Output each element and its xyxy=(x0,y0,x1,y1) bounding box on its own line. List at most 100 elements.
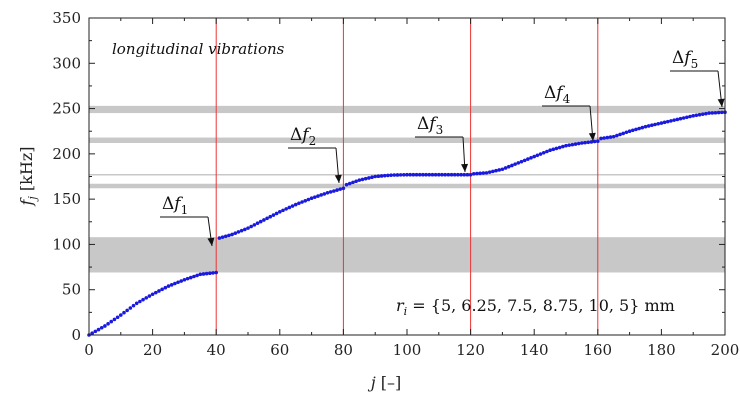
data-point xyxy=(325,191,330,195)
data-point xyxy=(561,144,565,149)
data-point xyxy=(465,172,470,177)
data-point xyxy=(297,201,301,206)
data-point xyxy=(182,277,187,282)
data-point xyxy=(481,171,486,175)
data-point xyxy=(363,176,368,181)
data-point xyxy=(147,294,152,298)
data-point xyxy=(526,157,530,161)
data-point xyxy=(580,141,584,145)
data-point xyxy=(487,170,492,174)
data-point xyxy=(471,171,476,176)
data-point xyxy=(545,149,549,154)
data-point xyxy=(112,317,117,322)
data-point xyxy=(700,112,705,116)
data-point xyxy=(615,133,619,138)
data-point xyxy=(354,179,358,184)
data-point xyxy=(243,227,247,232)
x-tick-label: 140 xyxy=(520,341,549,359)
data-point xyxy=(688,114,692,119)
data-point xyxy=(497,168,502,172)
data-point xyxy=(427,172,432,177)
data-point xyxy=(93,329,98,334)
data-point xyxy=(653,122,657,127)
data-point xyxy=(157,289,161,293)
data-point xyxy=(99,325,104,330)
data-point xyxy=(548,148,552,153)
data-point xyxy=(538,152,543,156)
data-point xyxy=(281,208,285,213)
data-point xyxy=(195,273,199,278)
data-point xyxy=(621,131,626,136)
data-point xyxy=(173,281,177,286)
data-point xyxy=(227,233,231,238)
y-tick-label: 100 xyxy=(52,235,81,253)
x-tick-label: 80 xyxy=(334,341,353,359)
data-point xyxy=(389,173,393,177)
data-point xyxy=(570,142,575,147)
data-point xyxy=(500,167,505,172)
data-point xyxy=(640,125,645,130)
data-point xyxy=(691,114,695,118)
data-point xyxy=(468,172,473,177)
data-point xyxy=(414,172,419,177)
data-point xyxy=(319,193,323,197)
y-tick-label: 300 xyxy=(52,54,81,72)
data-point xyxy=(96,327,101,332)
data-point xyxy=(675,117,680,122)
data-point xyxy=(239,228,244,233)
data-point xyxy=(398,173,403,177)
data-point xyxy=(484,171,489,175)
annotation-delta-f-1: Δf1 xyxy=(160,194,215,247)
data-point xyxy=(344,182,349,187)
x-tick-label: 200 xyxy=(711,341,740,359)
data-point xyxy=(494,168,498,173)
data-point xyxy=(208,271,212,276)
svg-text:fj [kHz]: fj [kHz] xyxy=(17,147,39,207)
data-point xyxy=(211,271,215,275)
data-point xyxy=(335,188,339,192)
data-point xyxy=(446,172,451,177)
x-tick-label: 160 xyxy=(583,341,612,359)
data-point xyxy=(252,223,257,227)
annotation-delta-f-2: Δf2 xyxy=(288,125,342,184)
data-point xyxy=(519,159,524,164)
x-tick-label: 40 xyxy=(207,341,226,359)
y-tick-label: 250 xyxy=(52,100,81,118)
data-point xyxy=(236,230,241,234)
data-point xyxy=(332,189,336,193)
data-point xyxy=(697,112,702,117)
y-tick-label: 200 xyxy=(52,145,81,163)
data-point xyxy=(204,271,209,276)
data-point xyxy=(287,205,292,210)
data-point xyxy=(306,197,311,202)
data-point xyxy=(230,232,234,237)
data-point xyxy=(373,174,378,179)
data-point xyxy=(176,280,180,285)
data-point xyxy=(300,200,304,204)
data-point xyxy=(573,142,578,146)
data-point xyxy=(341,186,346,191)
data-point xyxy=(316,194,320,198)
data-point xyxy=(408,172,412,177)
data-point xyxy=(125,308,129,313)
gap-band-3 xyxy=(89,137,725,143)
data-point xyxy=(513,162,517,166)
data-point xyxy=(309,196,314,201)
svg-text:Δf4: Δf4 xyxy=(544,83,571,106)
data-point xyxy=(646,124,651,128)
data-point xyxy=(198,272,203,277)
data-point xyxy=(430,172,435,177)
data-point xyxy=(392,173,397,177)
axis-ticks: 0 20 40 60 80 100 120 140 160 180 200 0 50 100 150 200 2… xyxy=(52,9,739,359)
data-point xyxy=(510,163,514,168)
svg-text:Δf3: Δf3 xyxy=(417,114,443,137)
data-point xyxy=(405,172,409,177)
data-point xyxy=(188,275,193,280)
data-point xyxy=(351,180,355,185)
data-point xyxy=(109,319,114,324)
data-point xyxy=(459,172,463,177)
data-point xyxy=(656,121,661,126)
data-point xyxy=(411,172,416,177)
data-point xyxy=(379,174,384,178)
data-point xyxy=(271,213,276,217)
